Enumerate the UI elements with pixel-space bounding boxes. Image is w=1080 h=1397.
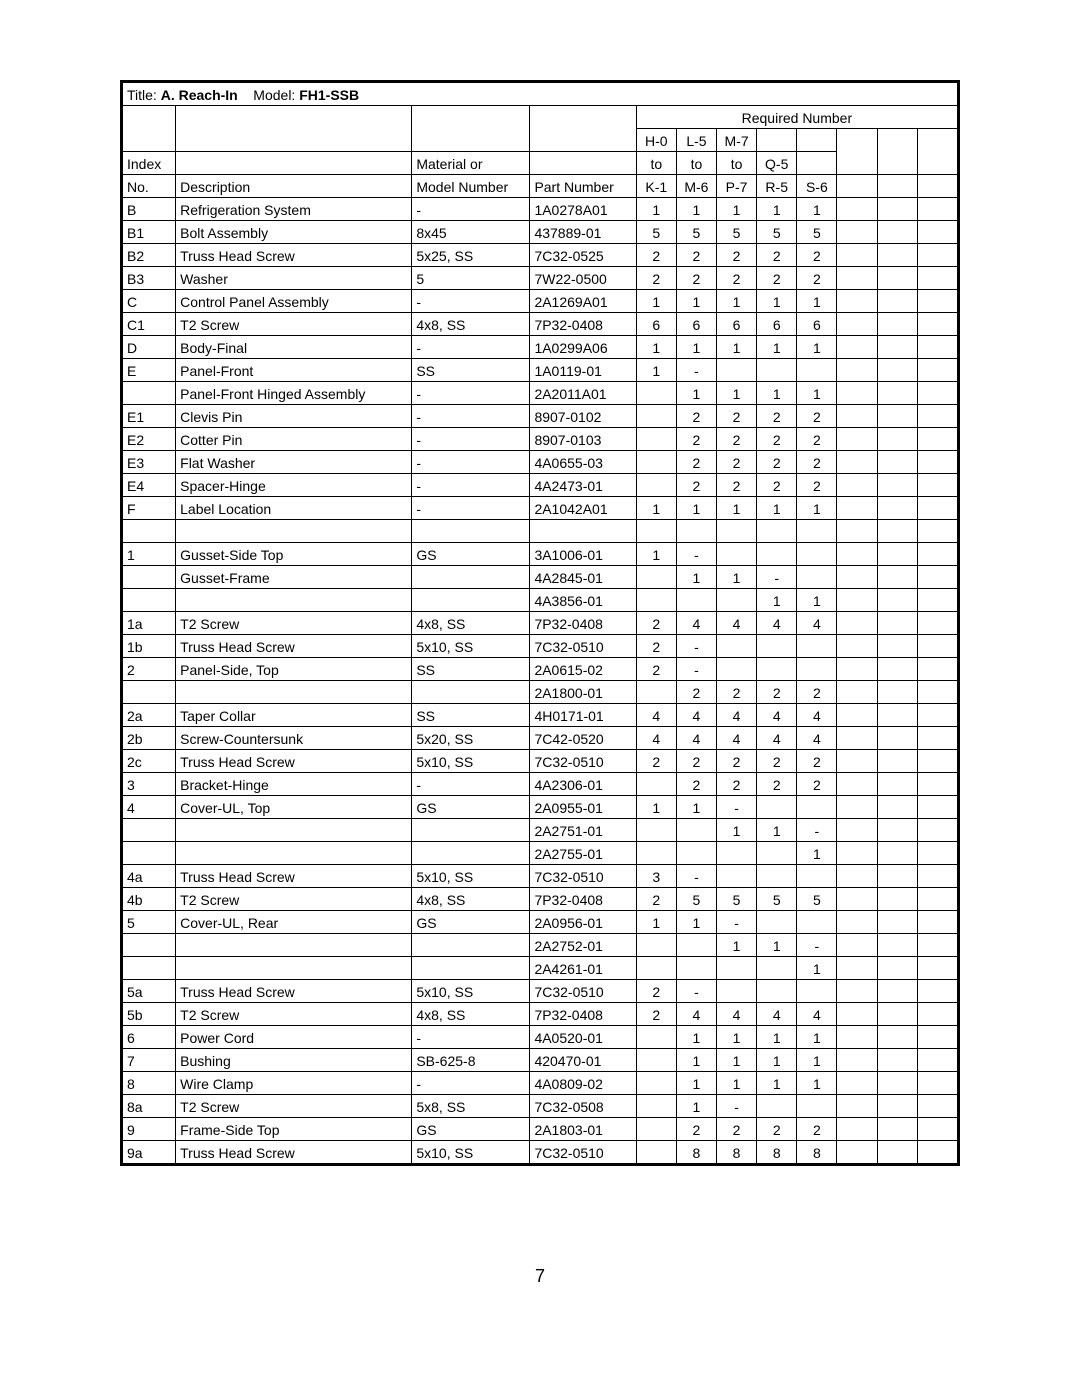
table-row: 4Cover-UL, TopGS2A0955-0111- [123, 796, 958, 819]
table-row: 5bT2 Screw4x8, SS7P32-040824444 [123, 1003, 958, 1026]
col-q5-a [757, 129, 797, 152]
table-row: E2Cotter Pin-8907-01032222 [123, 428, 958, 451]
col-l5-c: M-6 [676, 175, 716, 198]
table-row: B1Bolt Assembly8x45437889-0155555 [123, 221, 958, 244]
table-row: E3Flat Washer-4A0655-032222 [123, 451, 958, 474]
header-index-1: Index [123, 152, 176, 175]
col-l5-b: to [676, 152, 716, 175]
table-row: 4aTruss Head Screw5x10, SS7C32-05103- [123, 865, 958, 888]
table-row: 5aTruss Head Screw5x10, SS7C32-05102- [123, 980, 958, 1003]
table-row: 2aTaper CollarSS4H0171-0144444 [123, 704, 958, 727]
table-row: DBody-Final-1A0299A0611111 [123, 336, 958, 359]
table-row: 2bScrew-Countersunk5x20, SS7C42-05204444… [123, 727, 958, 750]
header-part-number: Part Number [530, 175, 636, 198]
col-m7-a: M-7 [717, 129, 757, 152]
title-value: A. Reach-In [161, 87, 238, 103]
table-row: 2A4261-011 [123, 957, 958, 980]
table-row: Gusset-Frame4A2845-0111- [123, 566, 958, 589]
table-row: EPanel-FrontSS1A0119-011- [123, 359, 958, 382]
spacer-row [123, 520, 958, 543]
col-h0-c: K-1 [636, 175, 676, 198]
table-row: B3Washer57W22-050022222 [123, 267, 958, 290]
table-row: Panel-Front Hinged Assembly-2A2011A01111… [123, 382, 958, 405]
table-row: 6Power Cord-4A0520-011111 [123, 1026, 958, 1049]
header-row-1: Required Number [123, 106, 958, 129]
table-row: 2A2751-0111- [123, 819, 958, 842]
table-row: 8Wire Clamp-4A0809-021111 [123, 1072, 958, 1095]
header-row-3: Index Material or to to to Q-5 [123, 152, 958, 175]
col-q5-c: R-5 [757, 175, 797, 198]
model-label: Model: [253, 87, 295, 103]
table-row: 8aT2 Screw5x8, SS7C32-05081- [123, 1095, 958, 1118]
table-row: 9aTruss Head Screw5x10, SS7C32-05108888 [123, 1141, 958, 1164]
table-row: C1T2 Screw4x8, SS7P32-040866666 [123, 313, 958, 336]
parts-table: Title: A. Reach-In Model: FH1-SSB Requir… [122, 82, 958, 1164]
title-label: Title: [127, 87, 157, 103]
table-row: 1Gusset-Side TopGS3A1006-011- [123, 543, 958, 566]
page-number: 7 [120, 1266, 960, 1287]
table-row: 3Bracket-Hinge-4A2306-012222 [123, 773, 958, 796]
col-h0-a: H-0 [636, 129, 676, 152]
col-m7-c: P-7 [717, 175, 757, 198]
table-row: BRefrigeration System-1A0278A0111111 [123, 198, 958, 221]
table-row: 2A1800-012222 [123, 681, 958, 704]
table-row: CControl Panel Assembly-2A1269A0111111 [123, 290, 958, 313]
table-row: 4A3856-0111 [123, 589, 958, 612]
table-row: 5Cover-UL, RearGS2A0956-0111- [123, 911, 958, 934]
table-row: 9Frame-Side TopGS2A1803-012222 [123, 1118, 958, 1141]
header-row-4: No. Description Model Number Part Number… [123, 175, 958, 198]
col-l5-a: L-5 [676, 129, 716, 152]
col-m7-b: to [717, 152, 757, 175]
header-material-2: Model Number [412, 175, 530, 198]
header-index-2: No. [123, 175, 176, 198]
table-row: E1Clevis Pin-8907-01022222 [123, 405, 958, 428]
title-row: Title: A. Reach-In Model: FH1-SSB [123, 83, 958, 106]
model-value: FH1-SSB [299, 87, 359, 103]
table-row: 1aT2 Screw4x8, SS7P32-040824444 [123, 612, 958, 635]
col-s6-a [797, 129, 837, 152]
table-row: 1bTruss Head Screw5x10, SS7C32-05102- [123, 635, 958, 658]
table-row: 2A2755-011 [123, 842, 958, 865]
table-row: 7BushingSB-625-8420470-011111 [123, 1049, 958, 1072]
table-row: 2Panel-Side, TopSS2A0615-022- [123, 658, 958, 681]
col-h0-b: to [636, 152, 676, 175]
table-row: B2Truss Head Screw5x25, SS7C32-052522222 [123, 244, 958, 267]
header-material-1: Material or [412, 152, 530, 175]
parts-table-container: Title: A. Reach-In Model: FH1-SSB Requir… [120, 80, 960, 1166]
col-q5-b: Q-5 [757, 152, 797, 175]
table-row: E4Spacer-Hinge-4A2473-012222 [123, 474, 958, 497]
table-row: FLabel Location-2A1042A0111111 [123, 497, 958, 520]
col-s6-c: S-6 [797, 175, 837, 198]
table-row: 2cTruss Head Screw5x10, SS7C32-051022222 [123, 750, 958, 773]
table-row: 2A2752-0111- [123, 934, 958, 957]
header-description: Description [176, 175, 412, 198]
required-number-header: Required Number [636, 106, 957, 129]
col-s6-b [797, 152, 837, 175]
table-row: 4bT2 Screw4x8, SS7P32-040825555 [123, 888, 958, 911]
